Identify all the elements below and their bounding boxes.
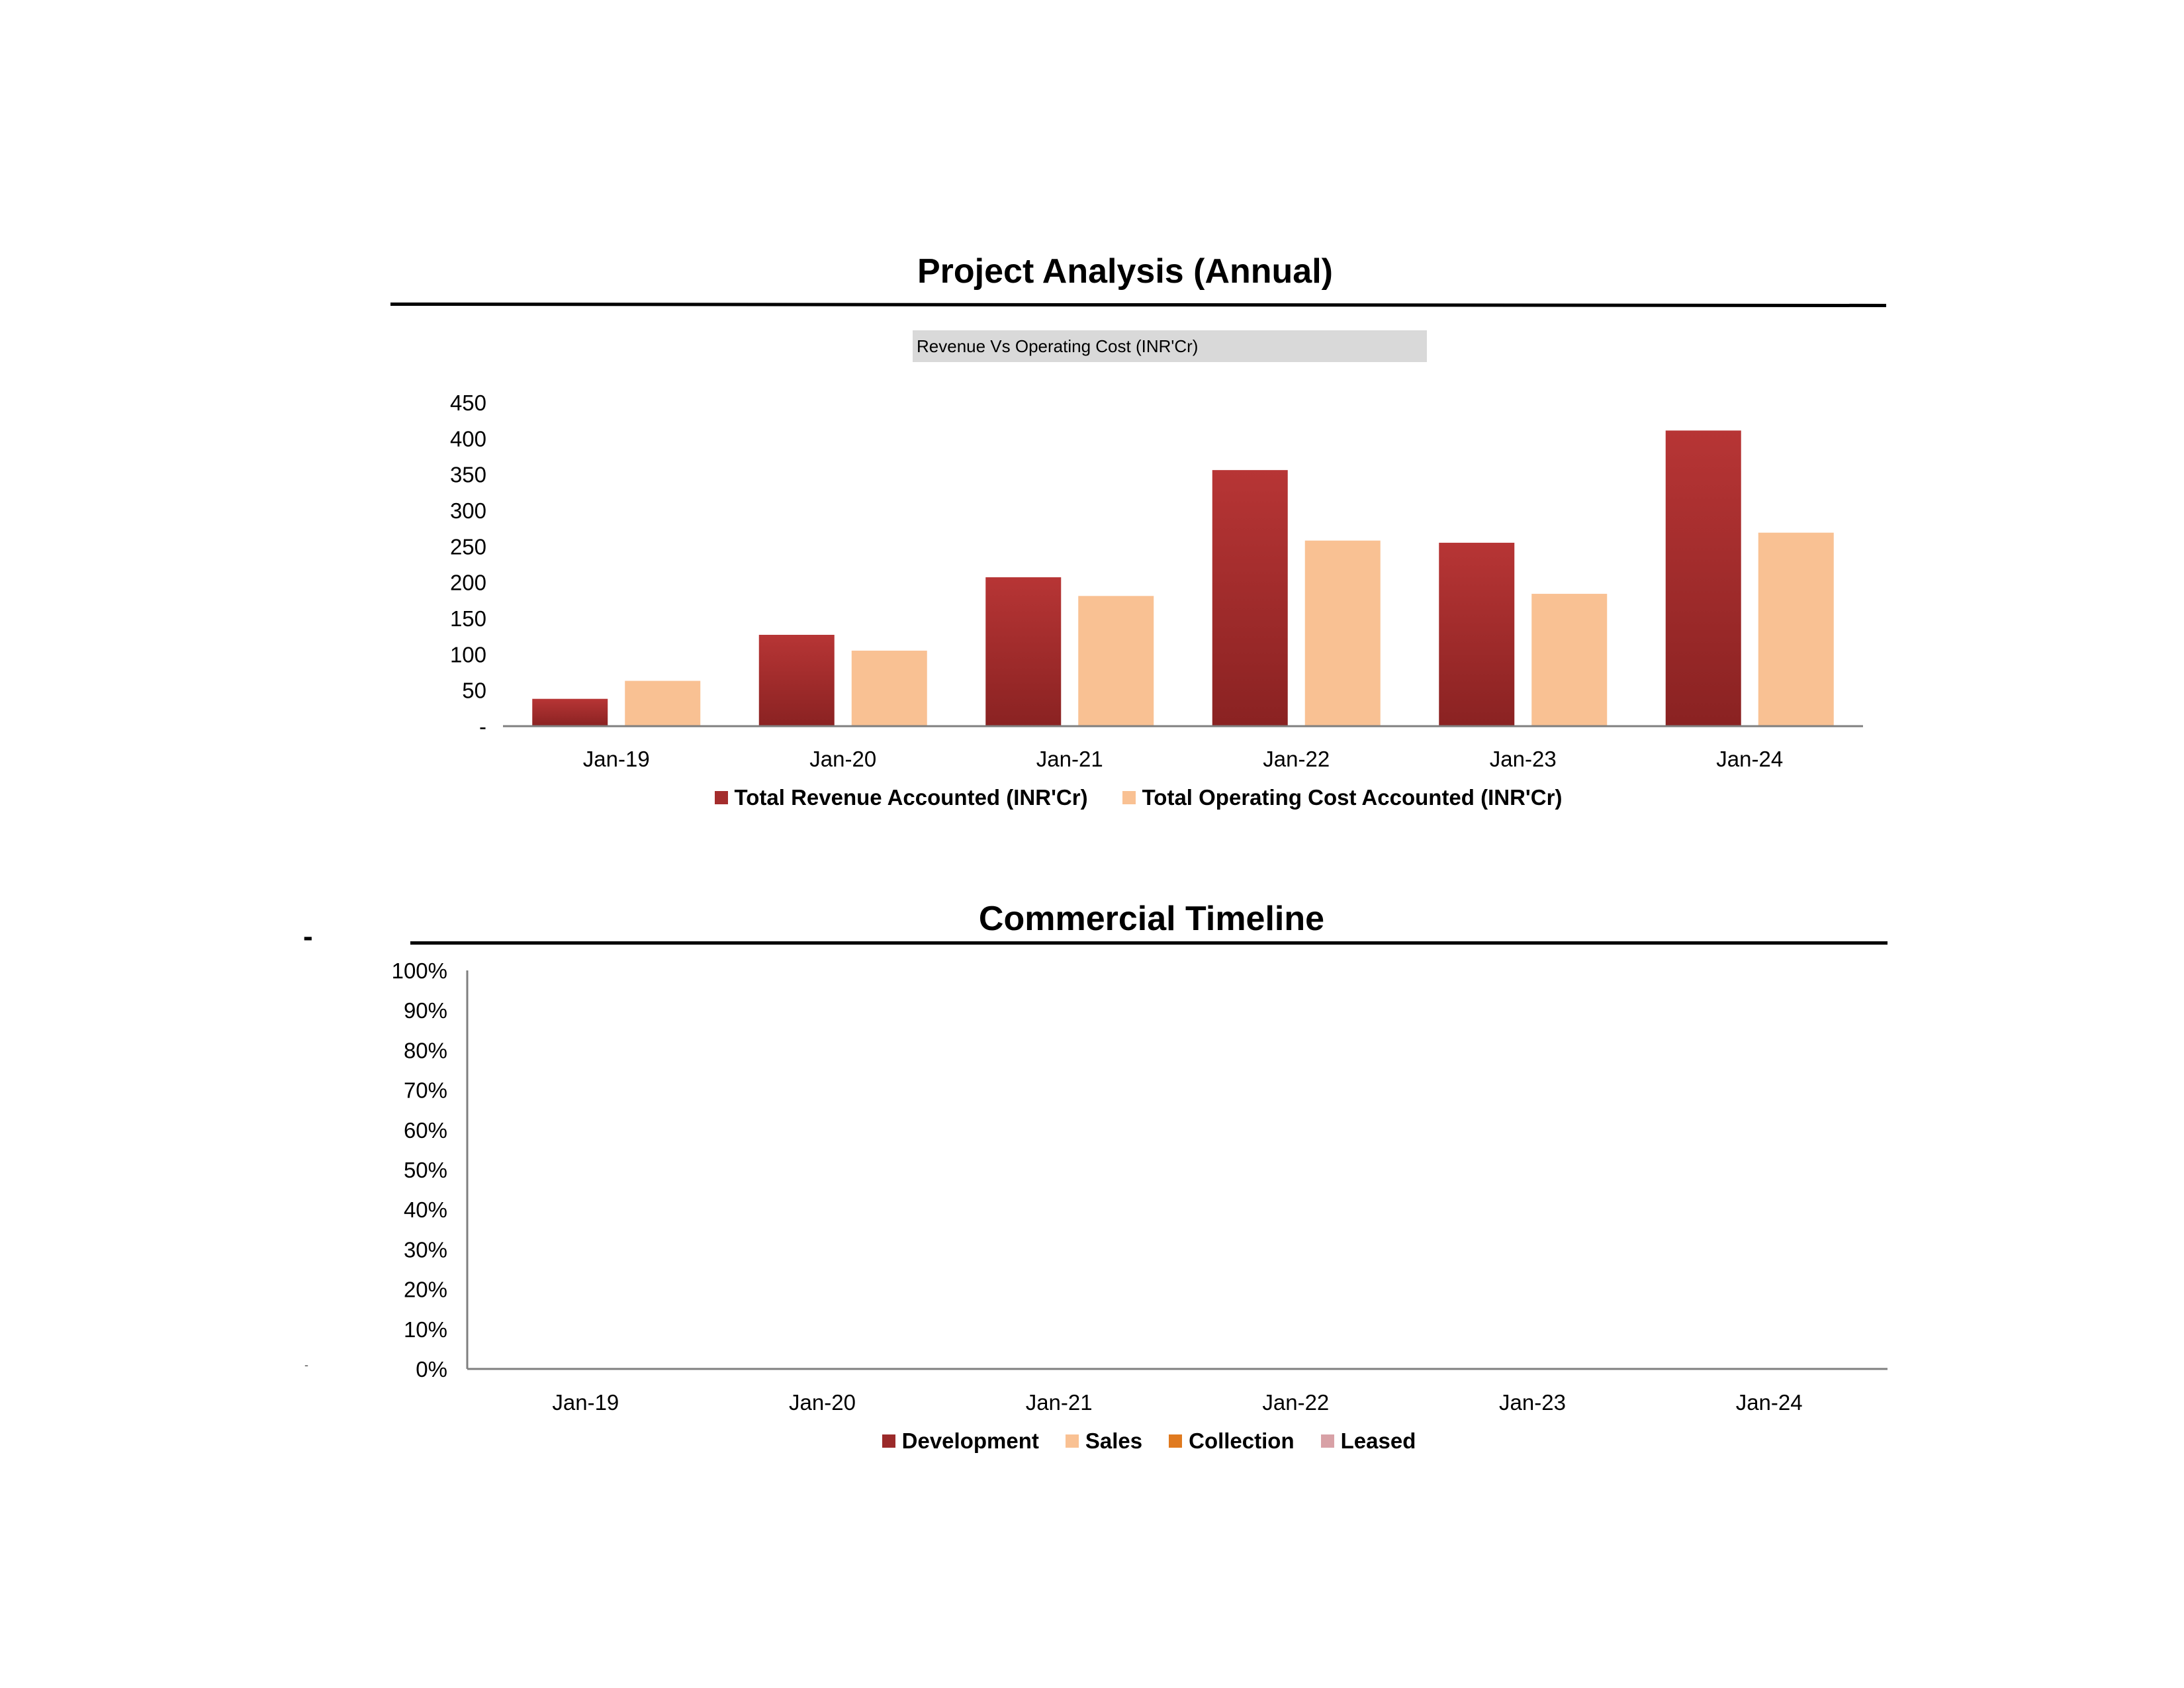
x-tick-label: Jan-20 (809, 747, 876, 771)
commercial-timeline-chart: 0% 10% 20% 30% 40% 50% 60% 70% 80% 90% 100% Jan-19… (392, 959, 1888, 1415)
x-axis-ticks: Jan-19 Jan-20 Jan-21 Jan-22 Jan-23 Jan-24 (583, 747, 1783, 771)
x-tick-label: Jan-21 (1036, 747, 1103, 771)
x-tick-label: Jan-21 (1026, 1390, 1093, 1415)
legend-label-revenue: Total Revenue Accounted (INR'Cr) (734, 785, 1088, 810)
legend-item-development: Development (882, 1429, 1039, 1454)
y-tick-label: 20% (404, 1278, 447, 1302)
bar-revenue (532, 698, 608, 726)
x-tick-label: Jan-19 (583, 747, 650, 771)
chart-subtitle: Revenue Vs Operating Cost (INR'Cr) (913, 330, 1427, 362)
left-dash-mark: - (303, 920, 313, 953)
y-tick-label: 300 (450, 498, 486, 523)
x-tick-label: Jan-22 (1262, 1390, 1329, 1415)
legend-swatch-development (882, 1434, 895, 1448)
y-axis-ticks: 0% 10% 20% 30% 40% 50% 60% 70% 80% 90% 100% (392, 959, 447, 1382)
y-tick-label: 350 (450, 463, 486, 487)
chart2-legend: Development Sales Collection Leased (410, 1425, 1888, 1458)
bar-operating-cost (851, 650, 927, 726)
commercial-timeline-rule (410, 941, 1888, 945)
bar-operating-cost (1758, 532, 1834, 726)
legend-swatch-leased (1320, 1434, 1334, 1448)
legend-label-cost: Total Operating Cost Accounted (INR'Cr) (1142, 785, 1563, 810)
y-tick-label: 400 (450, 426, 486, 451)
bars (532, 430, 1834, 726)
bar-operating-cost (625, 680, 701, 726)
x-tick-label: Jan-24 (1716, 747, 1783, 771)
legend-item-collection: Collection (1169, 1429, 1295, 1454)
x-tick-label: Jan-24 (1736, 1390, 1803, 1415)
x-axis-ticks: Jan-19 Jan-20 Jan-21 Jan-22 Jan-23 Jan-24 (552, 1390, 1802, 1415)
y-tick-label: 30% (404, 1237, 447, 1262)
y-tick-label: 100% (392, 959, 447, 983)
bar-revenue (1665, 430, 1741, 726)
x-tick-label: Jan-22 (1263, 747, 1330, 771)
y-tick-label: 50 (462, 679, 486, 703)
bar-revenue (758, 634, 835, 726)
legend-item-revenue: Total Revenue Accounted (INR'Cr) (714, 785, 1088, 810)
bar-revenue (1212, 470, 1288, 726)
y-tick-label: 80% (404, 1038, 447, 1062)
y-tick-label: 70% (404, 1078, 447, 1103)
chart1-legend: Total Revenue Accounted (INR'Cr) Total O… (390, 781, 1886, 814)
legend-swatch-revenue (714, 791, 728, 804)
legend-swatch-sales (1065, 1434, 1079, 1448)
y-tick-label: 450 (450, 391, 486, 415)
legend-label-collection: Collection (1189, 1429, 1295, 1453)
bar-operating-cost (1304, 540, 1381, 726)
legend-label-development: Development (901, 1429, 1039, 1453)
revenue-cost-bar-chart: - 50 100 150 200 250 300 350 400 450 Jan-19 Jan-20… (450, 391, 1863, 771)
y-tick-label: 60% (404, 1118, 447, 1143)
bar-operating-cost (1531, 594, 1608, 726)
project-analysis-title: Project Analysis (Annual) (917, 252, 1333, 291)
y-axis-ticks: - 50 100 150 200 250 300 350 400 450 (450, 391, 486, 739)
y-tick-label: 250 (450, 534, 486, 559)
x-tick-label: Jan-20 (789, 1390, 856, 1415)
y-tick-label: 150 (450, 606, 486, 631)
bar-revenue (985, 577, 1062, 726)
x-tick-label: Jan-23 (1499, 1390, 1566, 1415)
y-tick-label: 90% (404, 998, 447, 1023)
y-tick-label: 100 (450, 642, 486, 667)
y-tick-label: 10% (404, 1317, 447, 1342)
x-tick-label: Jan-19 (552, 1390, 619, 1415)
legend-swatch-collection (1169, 1434, 1183, 1448)
y-tick-label: 0% (416, 1357, 447, 1382)
legend-label-leased: Leased (1340, 1429, 1416, 1453)
y-tick-label: 40% (404, 1197, 447, 1222)
y-tick-label: 200 (450, 571, 486, 595)
bar-operating-cost (1078, 596, 1154, 726)
y-tick-label: - (479, 714, 486, 739)
bar-revenue (1439, 542, 1515, 726)
left-dash-small: - (304, 1358, 308, 1372)
y-tick-label: 50% (404, 1158, 447, 1182)
legend-item-cost: Total Operating Cost Accounted (INR'Cr) (1122, 785, 1563, 810)
legend-item-leased: Leased (1320, 1429, 1416, 1454)
legend-item-sales: Sales (1065, 1429, 1143, 1454)
legend-label-sales: Sales (1085, 1429, 1143, 1453)
legend-swatch-cost (1122, 791, 1136, 804)
commercial-timeline-title: Commercial Timeline (978, 900, 1325, 938)
x-tick-label: Jan-23 (1490, 747, 1557, 771)
